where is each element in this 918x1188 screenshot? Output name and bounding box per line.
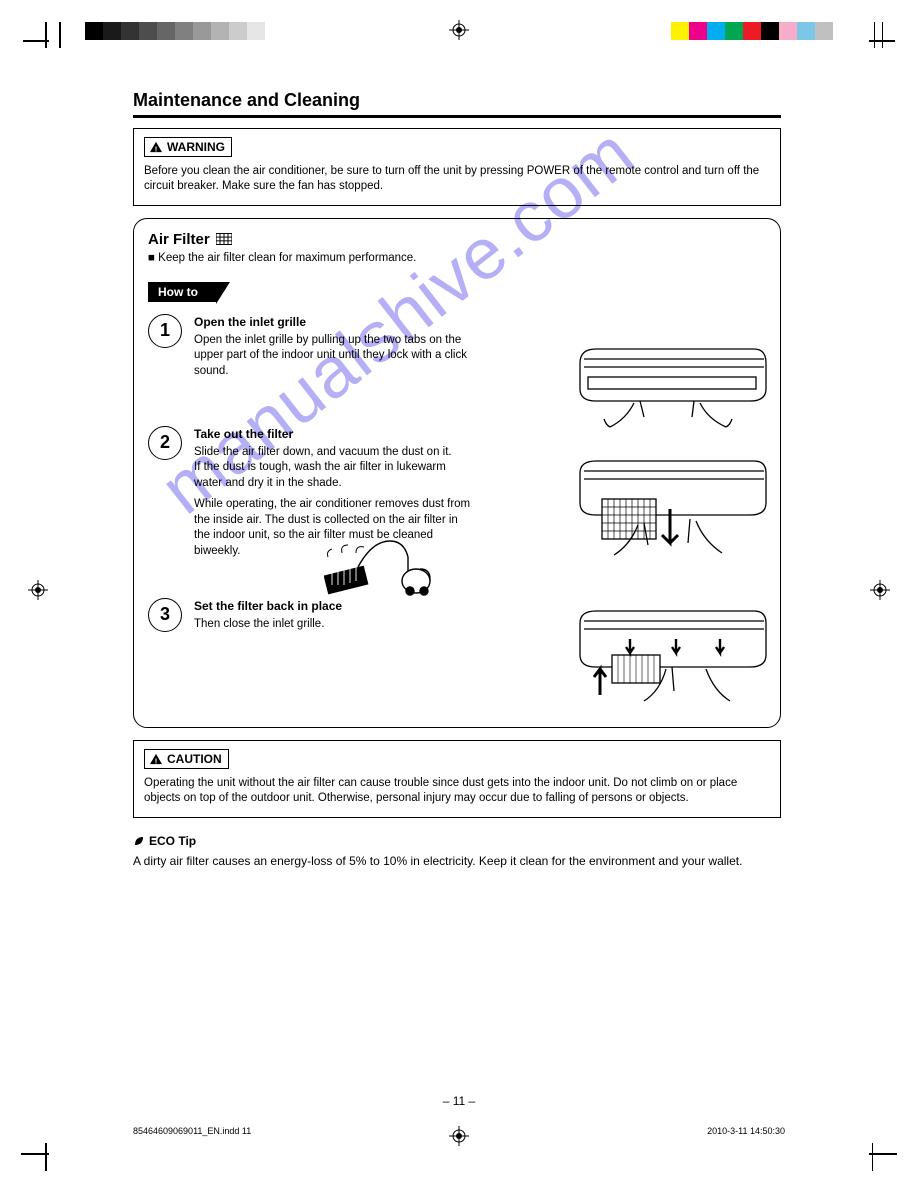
color-calibration-bar — [671, 22, 833, 40]
step-body: Set the filter back in placeThen close t… — [194, 598, 474, 678]
title-rule — [133, 115, 781, 118]
crop-mark-tr — [874, 22, 884, 48]
caution-box: ! CAUTION Operating the unit without the… — [133, 740, 781, 818]
diagram-vacuum — [324, 527, 434, 607]
filter-grid-icon — [216, 233, 232, 245]
warning-label: ! WARNING — [144, 137, 232, 157]
footer-timestamp: 2010-3-11 14:50:30 — [707, 1126, 785, 1136]
step-number: 2 — [148, 426, 182, 460]
step-number: 1 — [148, 314, 182, 348]
page-title: Maintenance and Cleaning — [133, 90, 781, 111]
how-to-label: How to — [148, 282, 216, 302]
eco-tip-text: A dirty air filter causes an energy-loss… — [133, 854, 781, 868]
diagram-step-3 — [570, 599, 770, 709]
step-lead: Open the inlet grille — [194, 314, 474, 330]
diagram-step-2 — [570, 449, 770, 569]
registration-mark-bottom — [449, 1126, 469, 1146]
caution-label-text: CAUTION — [167, 752, 222, 766]
svg-text:!: ! — [155, 144, 158, 153]
registration-mark-left — [28, 580, 48, 600]
warning-icon: ! — [149, 141, 163, 153]
page-content: Maintenance and Cleaning ! WARNING Befor… — [133, 90, 781, 868]
diagram-step-1 — [570, 329, 770, 429]
step-number: 3 — [148, 598, 182, 632]
footer-filename: 85464609069011_EN.indd 11 — [133, 1126, 251, 1136]
warning-box: ! WARNING Before you clean the air condi… — [133, 128, 781, 206]
step-lead: Take out the filter — [194, 426, 474, 442]
warning-label-text: WARNING — [167, 140, 225, 154]
caution-label: ! CAUTION — [144, 749, 229, 769]
svg-text:!: ! — [155, 756, 158, 765]
keep-clean-text: Keep the air filter clean for maximum pe… — [148, 252, 766, 264]
caution-text: Operating the unit without the air filte… — [144, 776, 770, 807]
step-body: Open the inlet grilleOpen the inlet gril… — [194, 314, 474, 414]
air-filter-box: Air Filter Keep the air filter clean for… — [133, 218, 781, 728]
registration-mark-right — [870, 580, 890, 600]
eco-tip-label: ECO Tip — [133, 834, 196, 848]
grayscale-calibration-bar — [85, 22, 283, 40]
eco-tip: ECO Tip A dirty air filter causes an ene… — [133, 834, 781, 868]
warning-text: Before you clean the air conditioner, be… — [144, 164, 770, 195]
registration-mark-top — [449, 20, 469, 40]
caution-icon: ! — [149, 753, 163, 765]
page-number: – 11 – — [0, 1094, 918, 1108]
eco-leaf-icon — [133, 835, 145, 847]
filter-title: Air Filter — [148, 231, 766, 248]
